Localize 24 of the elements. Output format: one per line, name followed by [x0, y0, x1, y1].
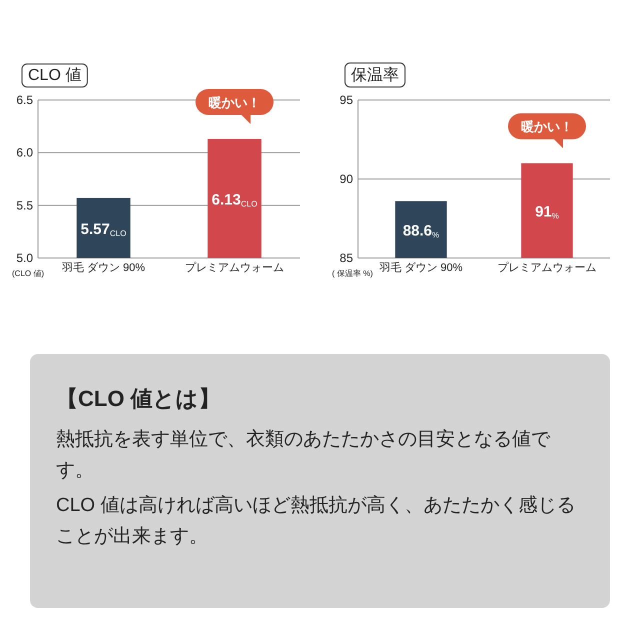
x-tick-label: 羽毛 ダウン 90% [379, 261, 463, 274]
text: 【CLO 値とは】 [56, 385, 222, 413]
y-axis-title: (CLO 値) [12, 269, 44, 278]
x-tick-label: プレミアムウォーム [498, 261, 596, 274]
annotation: 暖かい！ [208, 94, 260, 110]
data-label: 5.57$_{CLO}$ [80, 220, 126, 238]
y-tick-label: 5.0 [16, 251, 34, 265]
chart-title: CLO 値 [28, 67, 82, 84]
y-tick-label: 90 [340, 172, 354, 186]
chart-title: 保温率 [351, 66, 399, 84]
text: 熱抵抗を表す単位で、衣類のあたたかさの目安となる値です。 [56, 428, 552, 483]
x-tick-label: プレミアムウォーム [185, 261, 284, 274]
data-label: 6.13$_{CLO}$ [212, 191, 258, 208]
data-label: 88.6$_{%}$ [402, 222, 440, 240]
y-axis-title: ( 保温率 %) [332, 269, 374, 278]
data-label: 91$_{%}$ [535, 204, 559, 221]
text: CLO 値は高ければ高いほど熱抵抗が高く、あたたかく感じることが出来ます。 [56, 494, 576, 549]
y-tick-label: 5.5 [16, 198, 34, 212]
y-tick-label: 6.0 [16, 146, 34, 160]
annotation: 暖かい！ [521, 119, 573, 134]
y-tick-label: 85 [340, 251, 354, 265]
y-tick-label: 95 [340, 93, 354, 107]
x-tick-label: 羽毛 ダウン 90% [62, 261, 146, 274]
y-tick-label: 6.5 [16, 93, 34, 107]
